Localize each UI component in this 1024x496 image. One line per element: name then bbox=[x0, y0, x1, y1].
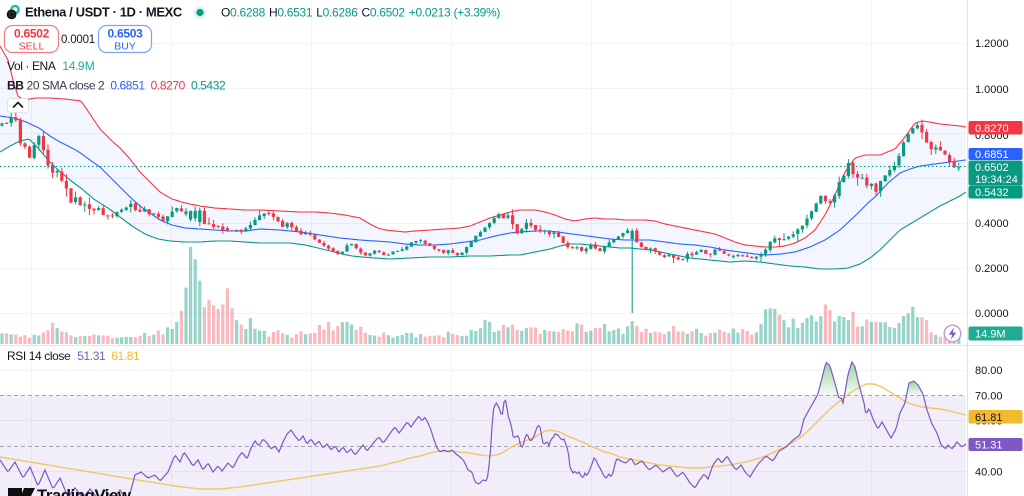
svg-text:70.00: 70.00 bbox=[975, 391, 1003, 403]
svg-text:51.31: 51.31 bbox=[975, 440, 1003, 452]
svg-text:1.2000: 1.2000 bbox=[975, 38, 1009, 50]
svg-text:0.5432: 0.5432 bbox=[975, 187, 1009, 199]
svg-text:0.0000: 0.0000 bbox=[975, 308, 1009, 320]
svg-text:SELL: SELL bbox=[19, 41, 45, 53]
svg-text:0.2000: 0.2000 bbox=[975, 263, 1009, 275]
svg-text:14.9M: 14.9M bbox=[975, 329, 1006, 341]
svg-text:Ethena / USDT · 1D · MEXC: Ethena / USDT · 1D · MEXC bbox=[25, 5, 183, 20]
svg-text:0.6503: 0.6503 bbox=[108, 27, 144, 41]
svg-text:40.00: 40.00 bbox=[975, 467, 1003, 479]
svg-text:BUY: BUY bbox=[114, 41, 136, 53]
svg-text:TradingView: TradingView bbox=[37, 487, 131, 496]
svg-text:1.0000: 1.0000 bbox=[975, 84, 1009, 96]
svg-text:0.8270: 0.8270 bbox=[975, 123, 1009, 135]
svg-text:0.0001: 0.0001 bbox=[61, 34, 95, 46]
svg-text:0.6502: 0.6502 bbox=[975, 162, 1009, 174]
svg-text:61.81: 61.81 bbox=[975, 412, 1003, 424]
svg-text:0.6502: 0.6502 bbox=[14, 27, 50, 41]
svg-text:80.00: 80.00 bbox=[975, 365, 1003, 377]
svg-text:0.4000: 0.4000 bbox=[975, 218, 1009, 230]
svg-text:19:34:24: 19:34:24 bbox=[975, 174, 1018, 186]
svg-text:0.6851: 0.6851 bbox=[975, 149, 1009, 161]
